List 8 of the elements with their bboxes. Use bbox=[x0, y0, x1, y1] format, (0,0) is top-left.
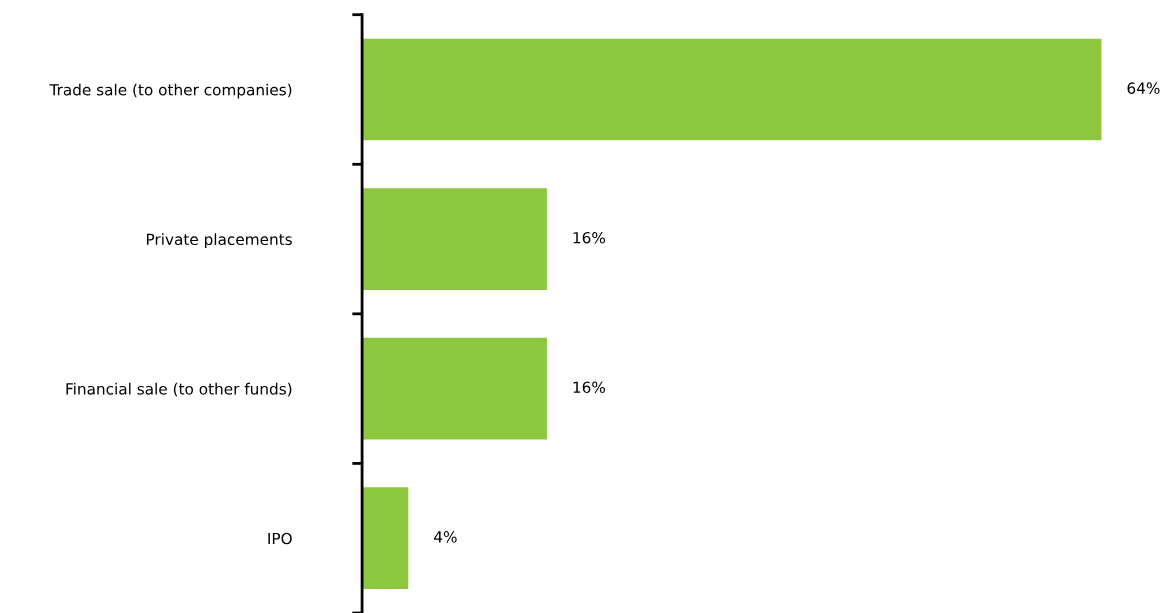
y-tick-label: IPO bbox=[268, 532, 292, 545]
data-label: 4% bbox=[434, 531, 457, 543]
y-tick-label: Financial sale (to other funds) bbox=[66, 382, 292, 397]
data-label: 64% bbox=[1127, 82, 1160, 94]
y-tick-label: Trade sale (to other companies) bbox=[49, 83, 292, 99]
data-label: 16% bbox=[573, 381, 606, 394]
data-label: 16% bbox=[573, 231, 606, 244]
y-tick-label: Private placements bbox=[147, 233, 292, 249]
